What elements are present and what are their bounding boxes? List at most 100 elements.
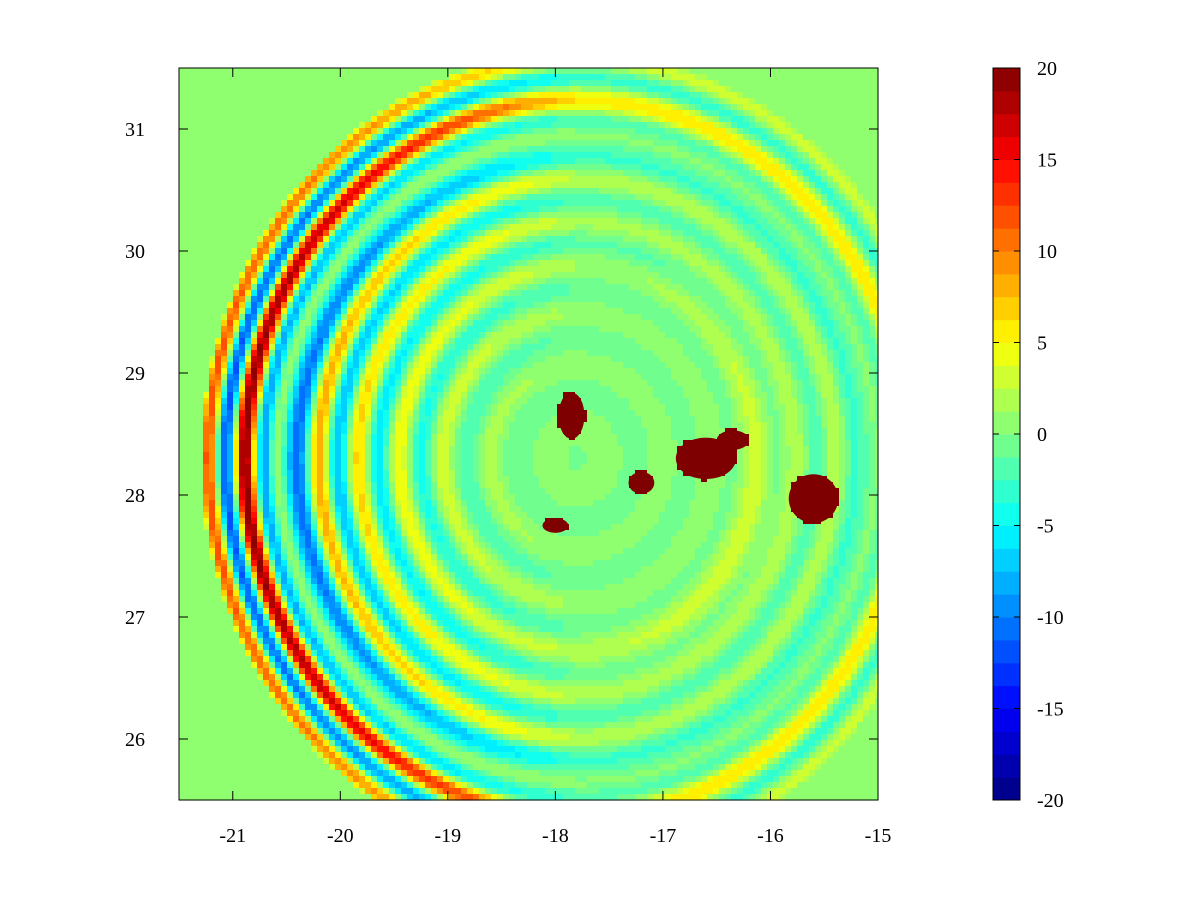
heatmap-cell: [203, 686, 210, 693]
heatmap-cell: [311, 182, 318, 189]
heatmap-cell: [311, 524, 318, 531]
heatmap-cell: [401, 650, 408, 657]
heatmap-cell: [317, 320, 324, 327]
heatmap-cell: [365, 386, 372, 393]
heatmap-cell: [323, 536, 330, 543]
heatmap-cell: [395, 524, 402, 531]
heatmap-cell: [353, 488, 360, 495]
heatmap-cell: [335, 254, 342, 261]
heatmap-cell: [323, 212, 330, 219]
heatmap-cell: [407, 626, 414, 633]
heatmap-cell: [335, 74, 342, 81]
heatmap-cell: [365, 686, 372, 693]
heatmap-cell: [311, 590, 318, 597]
heatmap-cell: [203, 206, 210, 213]
heatmap-cell: [227, 170, 234, 177]
heatmap-cell: [365, 104, 372, 111]
heatmap-cell: [305, 434, 312, 441]
heatmap-cell: [359, 80, 366, 87]
heatmap-cell: [227, 266, 234, 273]
heatmap-cell: [269, 626, 276, 633]
heatmap-cell: [353, 668, 360, 675]
heatmap-cell: [305, 602, 312, 609]
heatmap-cell: [365, 248, 372, 255]
heatmap-cell: [287, 746, 294, 753]
heatmap-cell: [383, 266, 390, 273]
heatmap-cell: [233, 266, 240, 273]
heatmap-cell: [245, 692, 252, 699]
heatmap-cell: [203, 326, 210, 333]
heatmap-cell: [305, 242, 312, 249]
heatmap-cell: [407, 146, 414, 153]
heatmap-cell: [203, 524, 210, 531]
heatmap-cell: [305, 68, 312, 75]
heatmap-cell: [389, 134, 396, 141]
heatmap-cell: [347, 332, 354, 339]
heatmap-cell: [317, 686, 324, 693]
heatmap-cell: [239, 104, 246, 111]
heatmap-cell: [203, 650, 210, 657]
heatmap-cell: [389, 368, 396, 375]
heatmap-cell: [335, 554, 342, 561]
heatmap-cell: [263, 470, 270, 477]
heatmap-cell: [341, 410, 348, 417]
heatmap-cell: [293, 236, 300, 243]
heatmap-cell: [299, 374, 306, 381]
heatmap-cell: [203, 482, 210, 489]
heatmap-cell: [395, 332, 402, 339]
heatmap-cell: [323, 302, 330, 309]
heatmap-cell: [299, 710, 306, 717]
heatmap-cell: [383, 122, 390, 129]
heatmap-cell: [233, 98, 240, 105]
heatmap-cell: [179, 488, 186, 495]
heatmap-cell: [383, 692, 390, 699]
heatmap-cell: [275, 692, 282, 699]
heatmap-cell: [329, 692, 336, 699]
heatmap-cell: [383, 392, 390, 399]
heatmap-cell: [293, 782, 300, 789]
heatmap-cell: [365, 518, 372, 525]
heatmap-cell: [251, 470, 258, 477]
heatmap-cell: [239, 626, 246, 633]
heatmap-cell: [239, 206, 246, 213]
heatmap-cell: [299, 554, 306, 561]
heatmap-cell: [221, 266, 228, 273]
heatmap-cell: [371, 92, 378, 99]
heatmap-cell: [239, 338, 246, 345]
heatmap-cell: [347, 254, 354, 261]
heatmap-cell: [257, 416, 264, 423]
heatmap-cell: [293, 260, 300, 267]
heatmap-cell: [269, 614, 276, 621]
heatmap-cell: [215, 290, 222, 297]
heatmap-cell: [191, 512, 198, 519]
heatmap-cell: [347, 620, 354, 627]
heatmap-cell: [353, 470, 360, 477]
heatmap-cell: [281, 596, 288, 603]
heatmap-cell: [233, 176, 240, 183]
heatmap-cell: [383, 164, 390, 171]
heatmap-cell: [329, 314, 336, 321]
heatmap-cell: [275, 566, 282, 573]
heatmap-cell: [377, 542, 384, 549]
heatmap-cell: [191, 590, 198, 597]
heatmap-cell: [401, 302, 408, 309]
heatmap-cell: [419, 620, 426, 627]
heatmap-cell: [419, 422, 426, 429]
heatmap-cell: [293, 128, 300, 135]
heatmap-cell: [401, 572, 408, 579]
heatmap-cell: [227, 488, 234, 495]
heatmap-cell: [317, 314, 324, 321]
heatmap-cell: [341, 110, 348, 117]
heatmap-cell: [191, 338, 198, 345]
heatmap-cell: [239, 764, 246, 771]
heatmap-cell: [323, 764, 330, 771]
heatmap-cell: [317, 254, 324, 261]
heatmap-cell: [287, 332, 294, 339]
heatmap-cell: [245, 74, 252, 81]
heatmap-cell: [287, 236, 294, 243]
heatmap-cell: [341, 518, 348, 525]
heatmap-cell: [359, 548, 366, 555]
heatmap-cell: [359, 308, 366, 315]
heatmap-cell: [251, 752, 258, 759]
heatmap-cell: [377, 164, 384, 171]
